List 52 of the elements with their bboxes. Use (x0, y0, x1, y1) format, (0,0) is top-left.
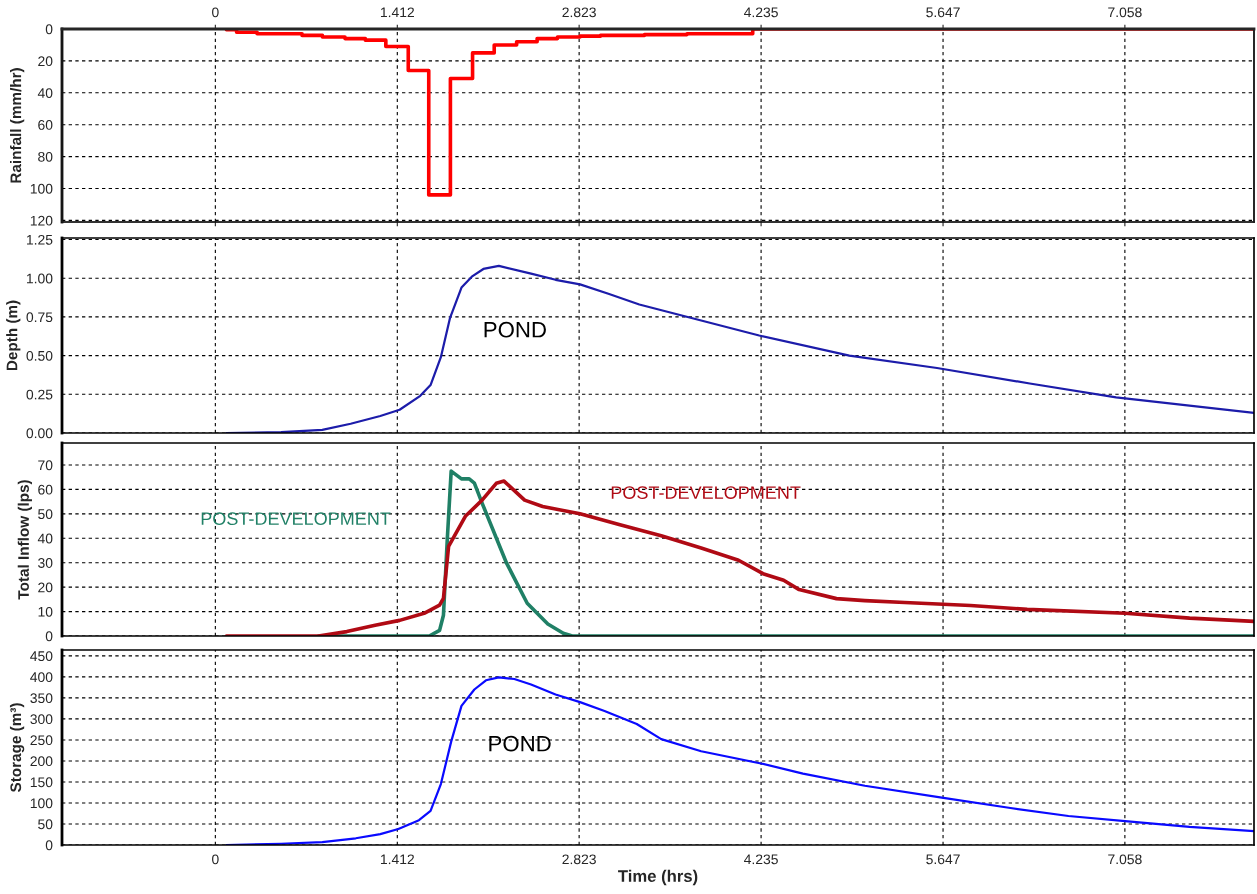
y-tick-label: 50 (38, 819, 53, 830)
y-tick-label: 250 (30, 735, 53, 746)
x-tick-label: 7.058 (1108, 854, 1142, 865)
y-tick-label: 0 (45, 631, 53, 642)
x2-tick-label: 5.647 (926, 7, 960, 18)
y-tick-label: 10 (38, 606, 53, 617)
y-tick-label: 400 (30, 672, 53, 683)
y-tick-label: 300 (30, 714, 53, 725)
y-tick-label: 0 (45, 840, 53, 851)
y-tick-label: 0 (45, 24, 53, 35)
y-tick-label: 450 (30, 651, 53, 662)
x-tick-label: 1.412 (380, 854, 414, 865)
x2-tick-label: 7.058 (1108, 7, 1142, 18)
series-label: POST-DEVELOPMENT (611, 486, 801, 499)
y-tick-label: 100 (30, 798, 53, 809)
x-tick-label: 2.823 (562, 854, 596, 865)
y-tick-label: 100 (30, 183, 53, 194)
y-axis-title: Depth (m) (6, 300, 21, 371)
x-axis-title: Time (hrs) (618, 869, 698, 886)
y-axis-title: Storage (m³) (9, 703, 25, 793)
x-tick-label: 5.647 (926, 854, 960, 865)
series-label: POND (489, 735, 551, 752)
x2-tick-label: 4.235 (744, 7, 778, 18)
y-tick-label: 0.75 (26, 312, 53, 323)
y-tick-label: 50 (38, 509, 53, 520)
y-tick-label: 60 (38, 484, 53, 495)
x2-tick-label: 1.412 (380, 7, 414, 18)
y-axis-title: Total Inflow (lps) (17, 480, 32, 600)
y-tick-label: 0.00 (26, 428, 53, 439)
x-tick-label: 4.235 (744, 854, 778, 865)
y-tick-label: 20 (38, 582, 53, 593)
y-axis-title: Rainfall (mm/hr) (10, 68, 25, 183)
y-tick-label: 60 (38, 120, 53, 130)
y-tick-label: 120 (30, 215, 53, 226)
y-tick-label: 40 (37, 88, 53, 98)
x2-tick-label: 2.823 (562, 7, 596, 18)
y-tick-label: 0.50 (26, 350, 53, 361)
y-tick-label: 80 (38, 151, 53, 162)
y-tick-label: 0.25 (26, 389, 53, 400)
y-tick-label: 20 (38, 56, 53, 67)
x2-tick-label: 0 (212, 7, 219, 18)
y-tick-label: 40 (37, 533, 53, 544)
y-tick-label: 70 (38, 460, 53, 471)
y-tick-label: 30 (38, 558, 53, 568)
series-label: POND (484, 321, 546, 338)
x-tick-label: 0 (212, 854, 219, 865)
y-tick-label: 1.00 (27, 273, 53, 284)
text: POST-DEVELOPMENT (201, 512, 391, 526)
y-tick-label: 150 (30, 777, 53, 788)
y-tick-label: 1.25 (27, 234, 53, 245)
y-tick-label: 350 (30, 693, 53, 704)
y-tick-label: 200 (30, 756, 53, 767)
